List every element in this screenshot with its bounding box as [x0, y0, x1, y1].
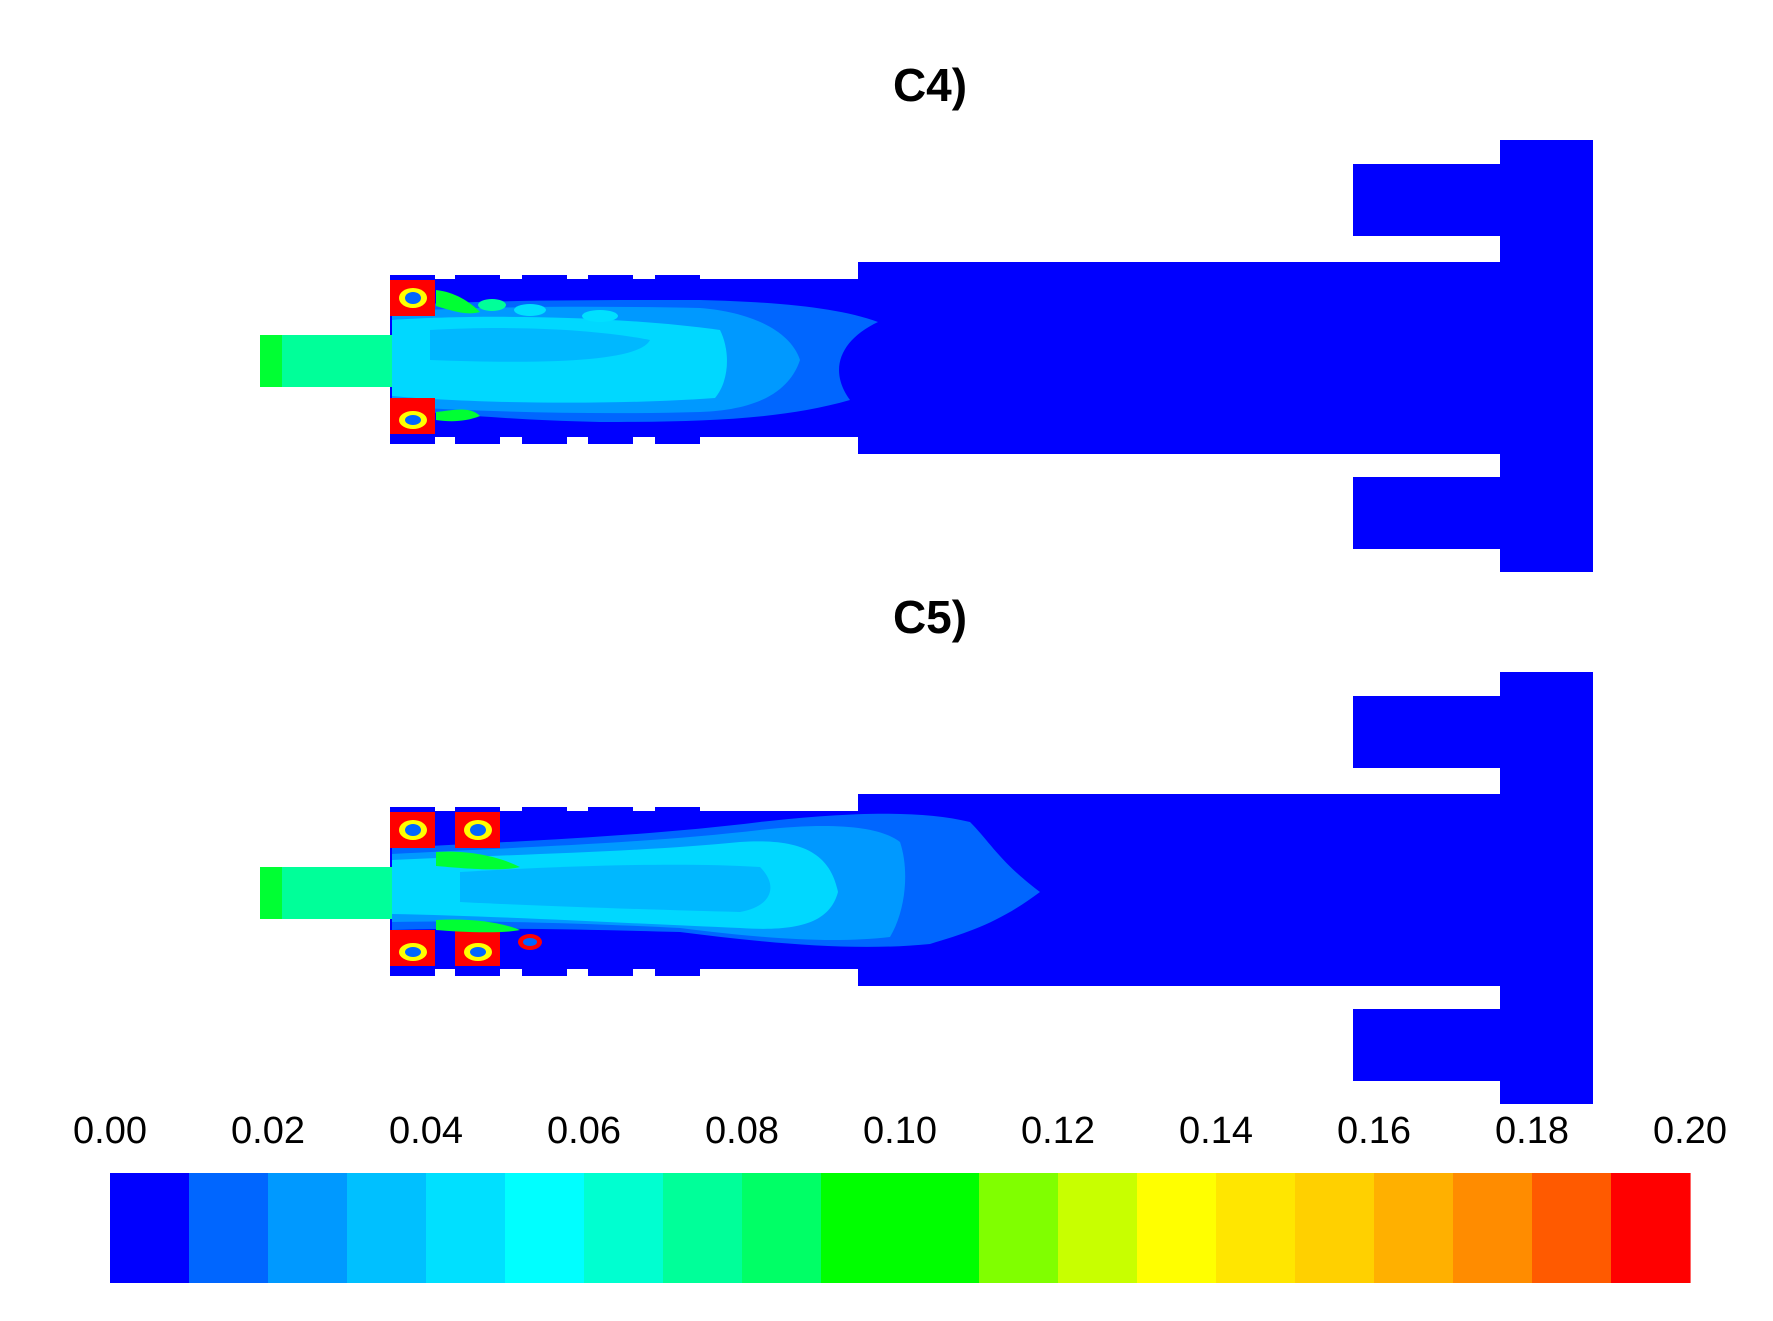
- colorbar-band: [742, 1173, 822, 1283]
- contour-plot-c4: [260, 140, 1593, 572]
- colorbar-band: [1611, 1173, 1691, 1283]
- colorbar-band: [1137, 1173, 1217, 1283]
- colorbar-band: [1374, 1173, 1454, 1283]
- colorbar-band: [189, 1173, 269, 1283]
- colorbar-tick-label: 0.14: [1179, 1110, 1253, 1152]
- colorbar-band: [1058, 1173, 1138, 1283]
- colorbar-band: [347, 1173, 427, 1283]
- inlet-pipe-c5: [260, 867, 395, 919]
- colorbar-tick-label: 0.18: [1495, 1110, 1569, 1152]
- colorbar-band: [268, 1173, 348, 1283]
- colorbar-tick-label: 0.06: [547, 1110, 621, 1152]
- colorbar-tick-label: 0.02: [231, 1110, 305, 1152]
- colorbar-tick-label: 0.10: [863, 1110, 937, 1152]
- colorbar-band: [1216, 1173, 1296, 1283]
- colorbar-band: [426, 1173, 506, 1283]
- colorbar-tick-label: 0.04: [389, 1110, 463, 1152]
- colorbar-band: [584, 1173, 664, 1283]
- colorbar-tick-label: 0.12: [1021, 1110, 1095, 1152]
- colorbar-tick-label: 0.00: [73, 1110, 147, 1152]
- colorbar-tick-label: 0.08: [705, 1110, 779, 1152]
- panel-title-c4: C4): [892, 59, 968, 111]
- recirculation-zones-c4: [390, 280, 618, 434]
- colorbar-tick-label: 0.20: [1653, 1110, 1727, 1152]
- inlet-pipe-c4: [260, 335, 395, 387]
- colorbar-band: [1453, 1173, 1533, 1283]
- colorbar-bands: [110, 1173, 1691, 1283]
- colorbar: [110, 1173, 1691, 1283]
- colorbar-band: [505, 1173, 585, 1283]
- colorbar-band: [1532, 1173, 1612, 1283]
- panel-title-c5: C5): [892, 591, 968, 643]
- colorbar-band: [663, 1173, 743, 1283]
- colorbar-band: [821, 1173, 901, 1283]
- colorbar-band: [110, 1173, 190, 1283]
- colorbar-tick-label: 0.16: [1337, 1110, 1411, 1152]
- colorbar-band: [1295, 1173, 1375, 1283]
- colorbar-band: [979, 1173, 1059, 1283]
- contour-plot-c5: [260, 672, 1593, 1104]
- colorbar-band: [900, 1173, 980, 1283]
- recirculation-zones-c5: [390, 812, 542, 966]
